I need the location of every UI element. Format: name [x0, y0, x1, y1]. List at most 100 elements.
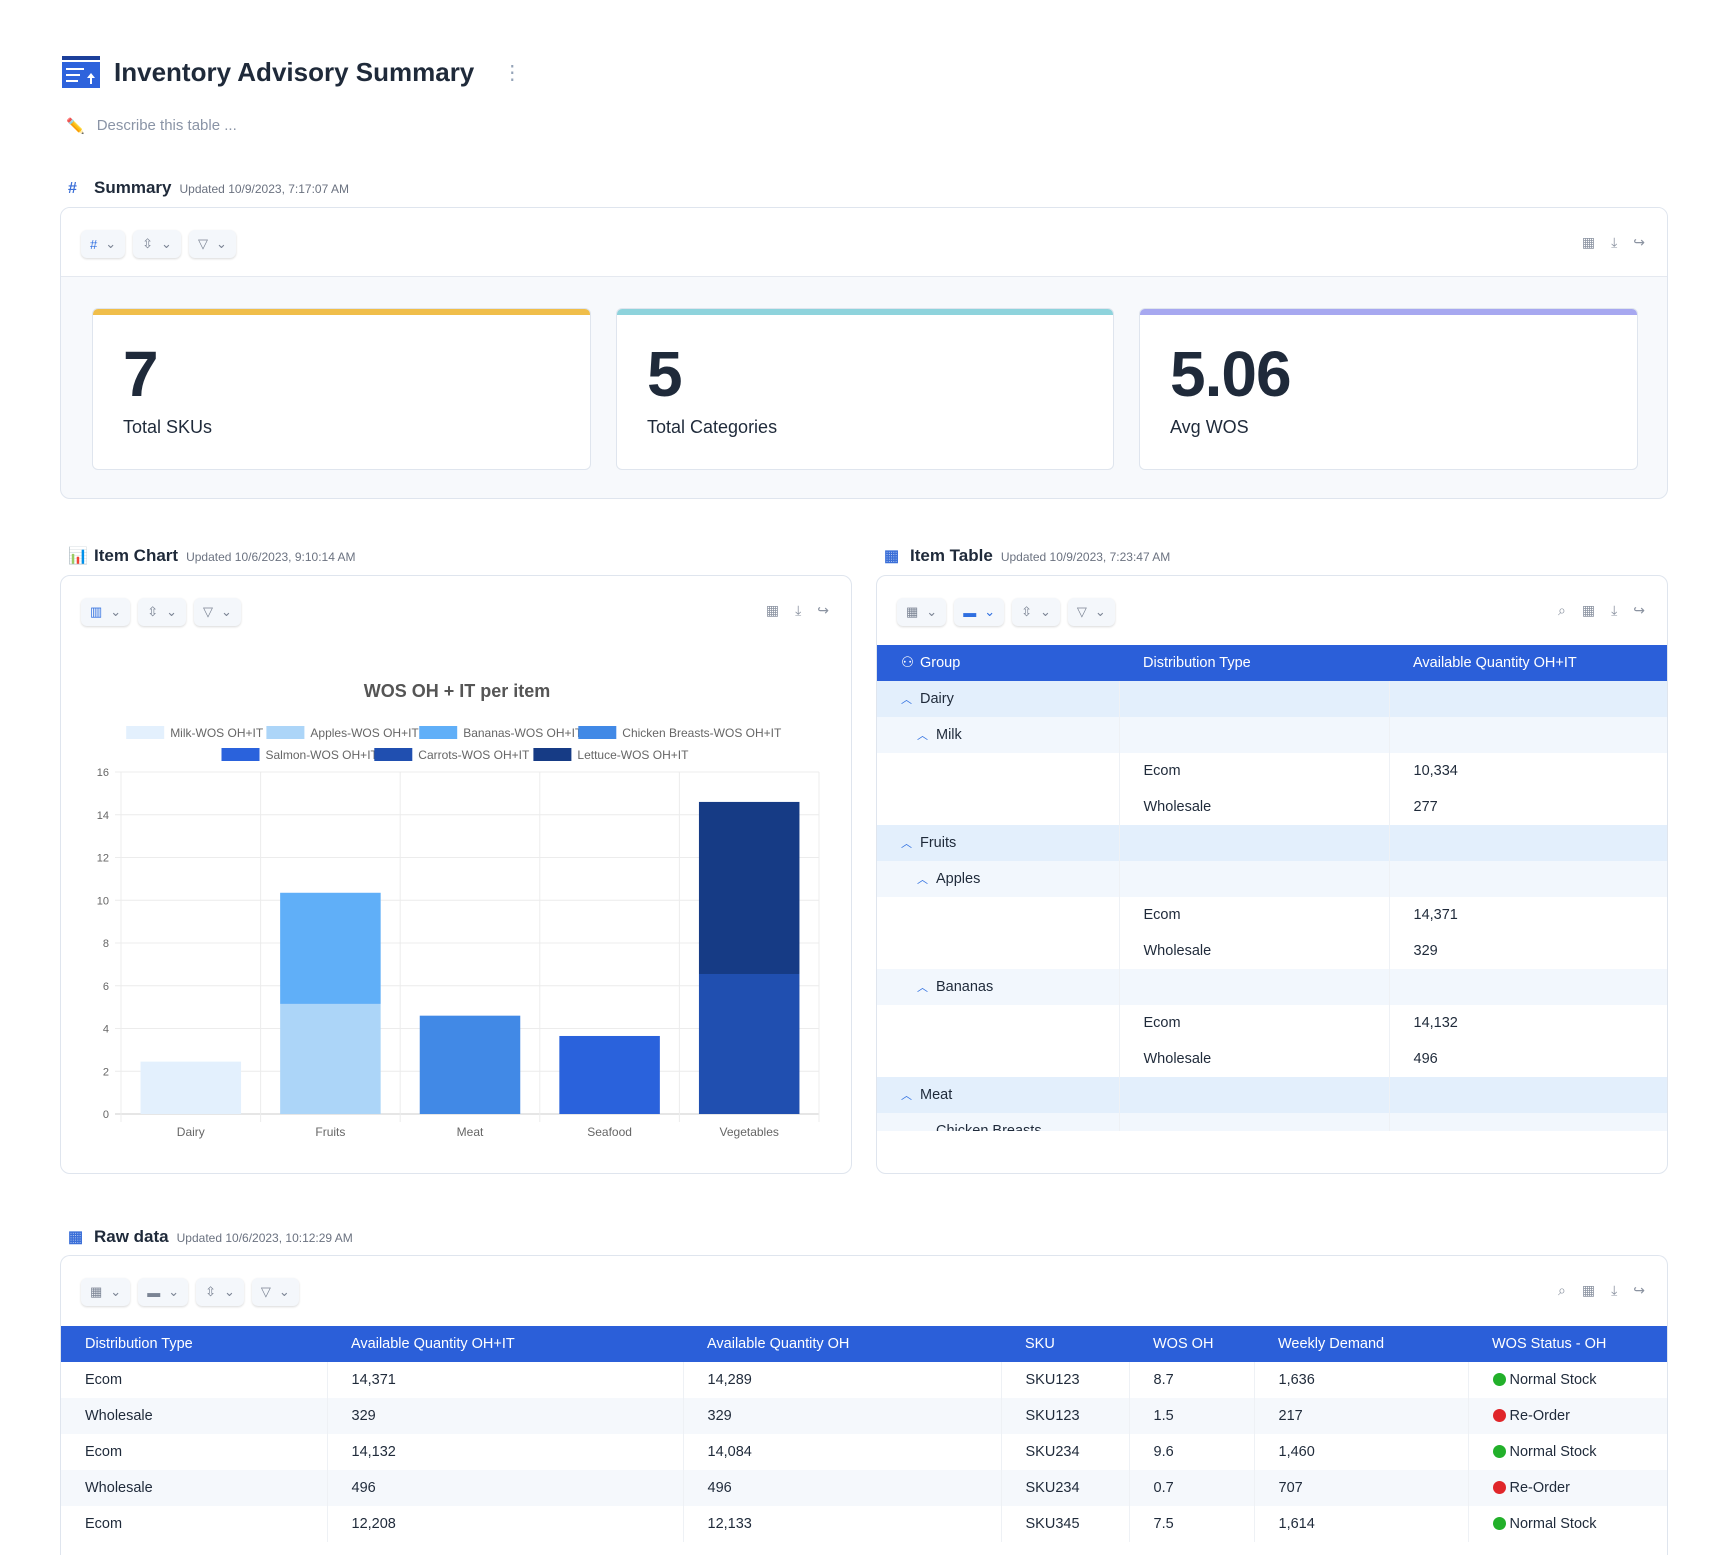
distribution-type-cell: Wholesale	[1119, 789, 1390, 825]
group-row[interactable]: ︿ Chicken Breasts	[877, 1113, 1667, 1131]
table-cell: Ecom	[61, 1434, 328, 1470]
column-header[interactable]: SKU	[1001, 1326, 1129, 1362]
collapse-chevron-icon[interactable]: ︿	[901, 838, 912, 850]
section-title: Item Table	[910, 546, 993, 565]
download-icon[interactable]: ⤓	[795, 602, 802, 618]
more-options-icon[interactable]: ⋮	[502, 61, 523, 84]
legend-item[interactable]: Chicken Breasts-WOS OH+IT	[578, 726, 782, 740]
group-label: Apples	[936, 871, 981, 887]
kpi-card-total-skus: 7 Total SKUs	[92, 308, 591, 470]
download-icon[interactable]: ⤓	[1611, 234, 1618, 250]
updated-timestamp: Updated 10/6/2023, 10:12:29 AM	[176, 1231, 353, 1245]
status-cell: Normal Stock	[1468, 1506, 1667, 1542]
quantity-cell	[1389, 681, 1667, 717]
filter-icon: ▽	[260, 1284, 271, 1299]
table-cell: 14,132	[327, 1434, 684, 1470]
quantity-cell	[1389, 717, 1667, 753]
legend-item[interactable]: Apples-WOS OH+IT	[266, 726, 419, 740]
group-row[interactable]: ︿ Meat	[877, 1077, 1667, 1113]
bar-segment[interactable]	[280, 1003, 381, 1114]
download-icon[interactable]: ⤓	[1611, 1282, 1618, 1298]
status-label: Re-Order	[1509, 1480, 1570, 1496]
group-dropdown[interactable]: ▬ ⌄	[138, 1278, 189, 1306]
share-icon[interactable]: ↪	[1633, 602, 1645, 618]
legend-item[interactable]: Carrots-WOS OH+IT	[374, 748, 530, 762]
table-view-dropdown[interactable]: ▦ ⌄	[81, 1278, 131, 1306]
legend-swatch	[266, 726, 305, 739]
group-row[interactable]: ︿ Apples	[877, 861, 1667, 897]
table-cell: 1.5	[1129, 1398, 1255, 1434]
filter-dropdown[interactable]: ▽ ⌄	[194, 598, 241, 626]
column-header-group[interactable]: ⚇ Group	[877, 645, 1119, 681]
table-cell: 496	[327, 1470, 684, 1506]
collapse-chevron-icon[interactable]: ︿	[917, 1126, 928, 1131]
bar-segment[interactable]	[698, 973, 800, 1114]
grid-icon[interactable]: ▦	[1581, 1282, 1596, 1298]
legend-item[interactable]: Lettuce-WOS OH+IT	[533, 748, 689, 762]
grid-icon[interactable]: ▦	[1581, 602, 1596, 618]
group-row[interactable]: ︿ Milk	[877, 717, 1667, 753]
group-row[interactable]: ︿ Fruits	[877, 825, 1667, 861]
grid-icon[interactable]: ▦	[1581, 234, 1596, 250]
sort-dropdown[interactable]: ⇳ ⌄	[1012, 598, 1060, 626]
distribution-type-cell	[1119, 1113, 1390, 1131]
bar-segment[interactable]	[559, 1035, 660, 1114]
collapse-chevron-icon[interactable]: ︿	[901, 694, 912, 706]
bar-segment[interactable]	[280, 892, 381, 1004]
metric-dropdown[interactable]: # ⌄	[81, 230, 126, 258]
column-header-distribution-type[interactable]: Distribution Type	[1119, 645, 1389, 681]
table-cell: SKU234	[1001, 1434, 1130, 1470]
status-dot-icon	[1492, 1373, 1506, 1386]
share-icon[interactable]: ↪	[817, 602, 829, 618]
y-tick-label: 6	[103, 981, 109, 993]
share-icon[interactable]: ↪	[1633, 234, 1645, 250]
legend-item[interactable]: Bananas-WOS OH+IT	[419, 726, 583, 740]
legend-label: Bananas-WOS OH+IT	[463, 726, 583, 740]
column-header[interactable]: Weekly Demand	[1254, 1326, 1468, 1362]
bar-segment[interactable]	[140, 1061, 242, 1114]
column-header[interactable]: Available Quantity OH+IT	[327, 1326, 683, 1362]
share-icon[interactable]: ↪	[1633, 1282, 1645, 1298]
download-icon[interactable]: ⤓	[1611, 602, 1618, 618]
filter-dropdown[interactable]: ▽ ⌄	[1067, 598, 1115, 626]
y-tick-label: 14	[97, 810, 109, 822]
distribution-type-cell: Wholesale	[1119, 933, 1390, 969]
group-dropdown[interactable]: ▬ ⌄	[954, 598, 1005, 626]
table-cell: SKU345	[1001, 1506, 1130, 1542]
bar-segment[interactable]	[419, 1015, 521, 1114]
chevron-down-icon: ⌄	[168, 1284, 180, 1299]
table-cell: 329	[327, 1398, 684, 1434]
hash-icon: #	[68, 180, 77, 197]
column-header-available-quantity[interactable]: Available Quantity OH+IT	[1389, 645, 1667, 681]
column-header[interactable]: Available Quantity OH	[683, 1326, 1001, 1362]
filter-dropdown[interactable]: ▽ ⌄	[251, 1278, 299, 1306]
column-header[interactable]: Distribution Type	[61, 1326, 327, 1362]
legend-label: Lettuce-WOS OH+IT	[577, 748, 689, 762]
chart-type-dropdown[interactable]: ▥ ⌄	[81, 598, 131, 626]
group-row[interactable]: ︿ Bananas	[877, 969, 1667, 1005]
bar-segment[interactable]	[698, 801, 800, 974]
sort-dropdown[interactable]: ⇳ ⌄	[138, 598, 187, 626]
collapse-chevron-icon[interactable]: ︿	[901, 1090, 912, 1102]
y-tick-label: 0	[103, 1109, 109, 1121]
description-field[interactable]: ✏️ Describe this table ...	[66, 117, 237, 135]
grid-icon[interactable]: ▦	[765, 602, 780, 618]
column-header[interactable]: WOS Status - OH	[1468, 1326, 1667, 1362]
group-row[interactable]: ︿ Dairy	[877, 681, 1667, 717]
table-view-dropdown[interactable]: ▦ ⌄	[897, 598, 947, 626]
table-row: Wholesale 277	[877, 789, 1667, 825]
filter-dropdown[interactable]: ▽ ⌄	[188, 230, 236, 258]
column-header[interactable]: WOS OH	[1129, 1326, 1254, 1362]
search-icon[interactable]: ⌕	[1557, 602, 1566, 618]
updated-timestamp: Updated 10/9/2023, 7:17:07 AM	[179, 182, 349, 196]
collapse-chevron-icon[interactable]: ︿	[917, 874, 928, 886]
page-header: Inventory Advisory Summary ⋮	[62, 56, 522, 88]
sort-dropdown[interactable]: ⇳ ⌄	[196, 1278, 244, 1306]
report-icon	[62, 56, 100, 88]
legend-item[interactable]: Salmon-WOS OH+IT	[221, 748, 379, 762]
sort-dropdown[interactable]: ⇳ ⌄	[133, 230, 181, 258]
collapse-chevron-icon[interactable]: ︿	[917, 730, 928, 742]
search-icon[interactable]: ⌕	[1557, 1282, 1566, 1298]
legend-item[interactable]: Milk-WOS OH+IT	[126, 726, 264, 740]
collapse-chevron-icon[interactable]: ︿	[917, 982, 928, 994]
